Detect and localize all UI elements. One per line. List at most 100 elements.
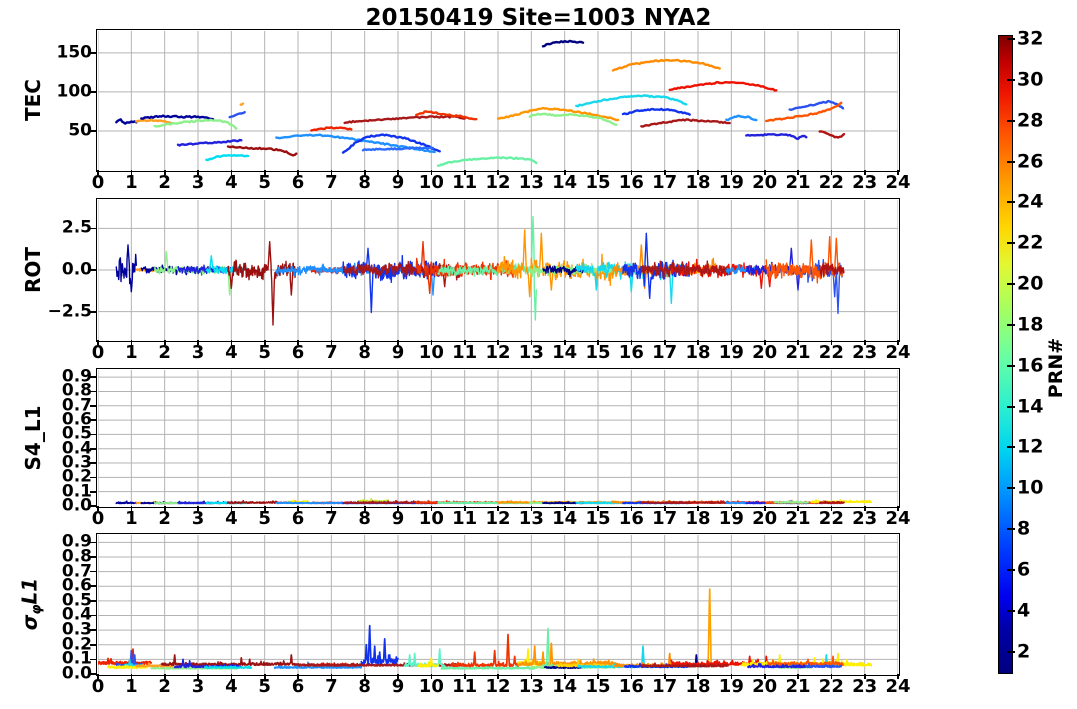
tec-y-tick-label: 150 [56,42,93,63]
sigma-y-tick-label: 0.4 [61,604,92,625]
rot-x-tick [230,340,233,345]
tec-x-tick-label: 0 [91,172,105,193]
s4-x-tick-label: 22 [818,508,844,529]
sigma-x-tick [97,674,99,679]
s4-x-tick-label: 11 [452,508,478,529]
sigma-x-tick-label: 3 [191,676,205,697]
rot-x-tick-label: 19 [718,342,744,363]
s4-x-tick-label: 23 [852,508,878,529]
sigma-x-tick-label: 4 [225,676,238,697]
s4-x-tick [863,506,866,511]
sigma-x-tick-label: 12 [485,676,511,697]
s4-x-tick-label: 19 [718,508,744,529]
tec-x-tick [297,170,299,175]
rot-x-tick [463,340,466,345]
rot-x-tick [830,340,833,345]
s4-y-tick-label: 0.0 [61,495,92,516]
colorbar-tick-label: 12 [1017,435,1044,458]
s4-y-tick-label: 0.9 [61,366,92,387]
s4-y-tick [90,447,97,450]
colorbar-tick-label: 20 [1017,272,1044,295]
sigma-x-tick-label: 19 [718,676,744,697]
rot-x-tick [730,340,733,345]
rot-x-tick [530,340,533,345]
tec-x-tick [397,170,399,175]
sigma-y-tick-label: 0.8 [61,546,92,567]
sigma-x-tick-label: 21 [785,676,811,697]
s4-x-tick [730,506,733,511]
rot-x-tick-label: 7 [325,342,338,363]
sigma-y-tick-label: 0.7 [61,561,92,582]
tec-y-tick [90,130,97,132]
tec-x-tick-label: 9 [391,172,405,193]
rot-x-tick-label: 0 [91,342,105,363]
colorbar-tick-label: 4 [1017,599,1031,622]
s4-y-tick [90,390,97,393]
tec-x-tick-label: 7 [325,172,338,193]
figure-title: 20150419 Site=1003 NYA2 [365,5,712,31]
sigma-x-tick-label: 5 [258,676,271,697]
s4-x-tick-label: 9 [391,508,405,529]
tec-y-tick [90,52,97,54]
sigma-x-tick-label: 15 [585,676,611,697]
tec-x-tick [430,170,433,175]
sigma-y-tick [90,658,97,661]
rot-x-tick-label: 14 [552,342,578,363]
sigma-x-tick-label: 14 [552,676,578,697]
tec-x-tick [130,170,133,175]
rot-x-tick [663,340,666,345]
rot-x-tick [763,340,766,345]
s4-x-tick [463,506,466,511]
tec-x-tick [497,170,499,175]
s4-x-tick-label: 10 [418,508,444,529]
tec-x-tick-label: 11 [452,172,478,193]
rot-x-tick [597,340,599,345]
s4-x-tick [363,506,366,511]
sigma-x-tick-label: 22 [818,676,844,697]
s4-x-tick-label: 1 [125,508,138,529]
rot-x-tick [697,340,699,345]
s4-y-tick [90,419,97,421]
tec-x-tick [730,170,733,175]
colorbar-tick [1007,78,1015,81]
tec-x-tick [763,170,766,175]
colorbar-tick-label: 24 [1017,190,1044,213]
tec-x-tick-label: 18 [685,172,711,193]
sigma-x-tick-label: 10 [418,676,444,697]
rot-x-tick-label: 21 [785,342,811,363]
rot-y-tick [90,310,97,313]
colorbar-tick [1007,487,1015,490]
s4-y-tick-label: 0.6 [61,409,92,430]
s4-x-tick-label: 14 [552,508,578,529]
tec-x-tick [330,170,333,175]
sigma-y-tick [90,585,97,588]
s4-x-tick [97,506,99,511]
s4-x-tick-label: 12 [485,508,511,529]
tec-y-tick-label: 50 [68,120,92,141]
tec-x-tick-label: 2 [158,172,171,193]
rot-y-tick-label: −2.5 [47,301,92,322]
colorbar-tick-label: 14 [1017,395,1044,418]
s4-x-tick [830,506,833,511]
colorbar-label: PRN# [1045,337,1067,399]
sigma-y-tick [90,556,97,558]
tec-x-tick-label: 19 [718,172,744,193]
tec-x-tick [163,170,166,175]
rot-x-tick-label: 3 [191,342,205,363]
s4-y-tick-label: 0.4 [61,438,92,459]
s4-y-tick [90,490,97,493]
colorbar-tick [1007,568,1015,571]
colorbar-tick-label: 10 [1017,476,1044,499]
sigma-x-tick [430,674,433,679]
rot-x-tick [897,340,899,345]
rot-x-tick-label: 4 [225,342,238,363]
tec-x-tick-label: 13 [518,172,544,193]
s4-x-tick-label: 7 [325,508,338,529]
s4-x-tick-label: 3 [191,508,205,529]
colorbar-tick-label: 32 [1017,27,1044,50]
rot-y-tick [90,269,97,271]
sigma-y-tick-label: 0.6 [61,575,92,596]
colorbar-tick-label: 26 [1017,150,1044,173]
s4-x-tick [630,506,633,511]
s4-x-tick-label: 5 [258,508,271,529]
